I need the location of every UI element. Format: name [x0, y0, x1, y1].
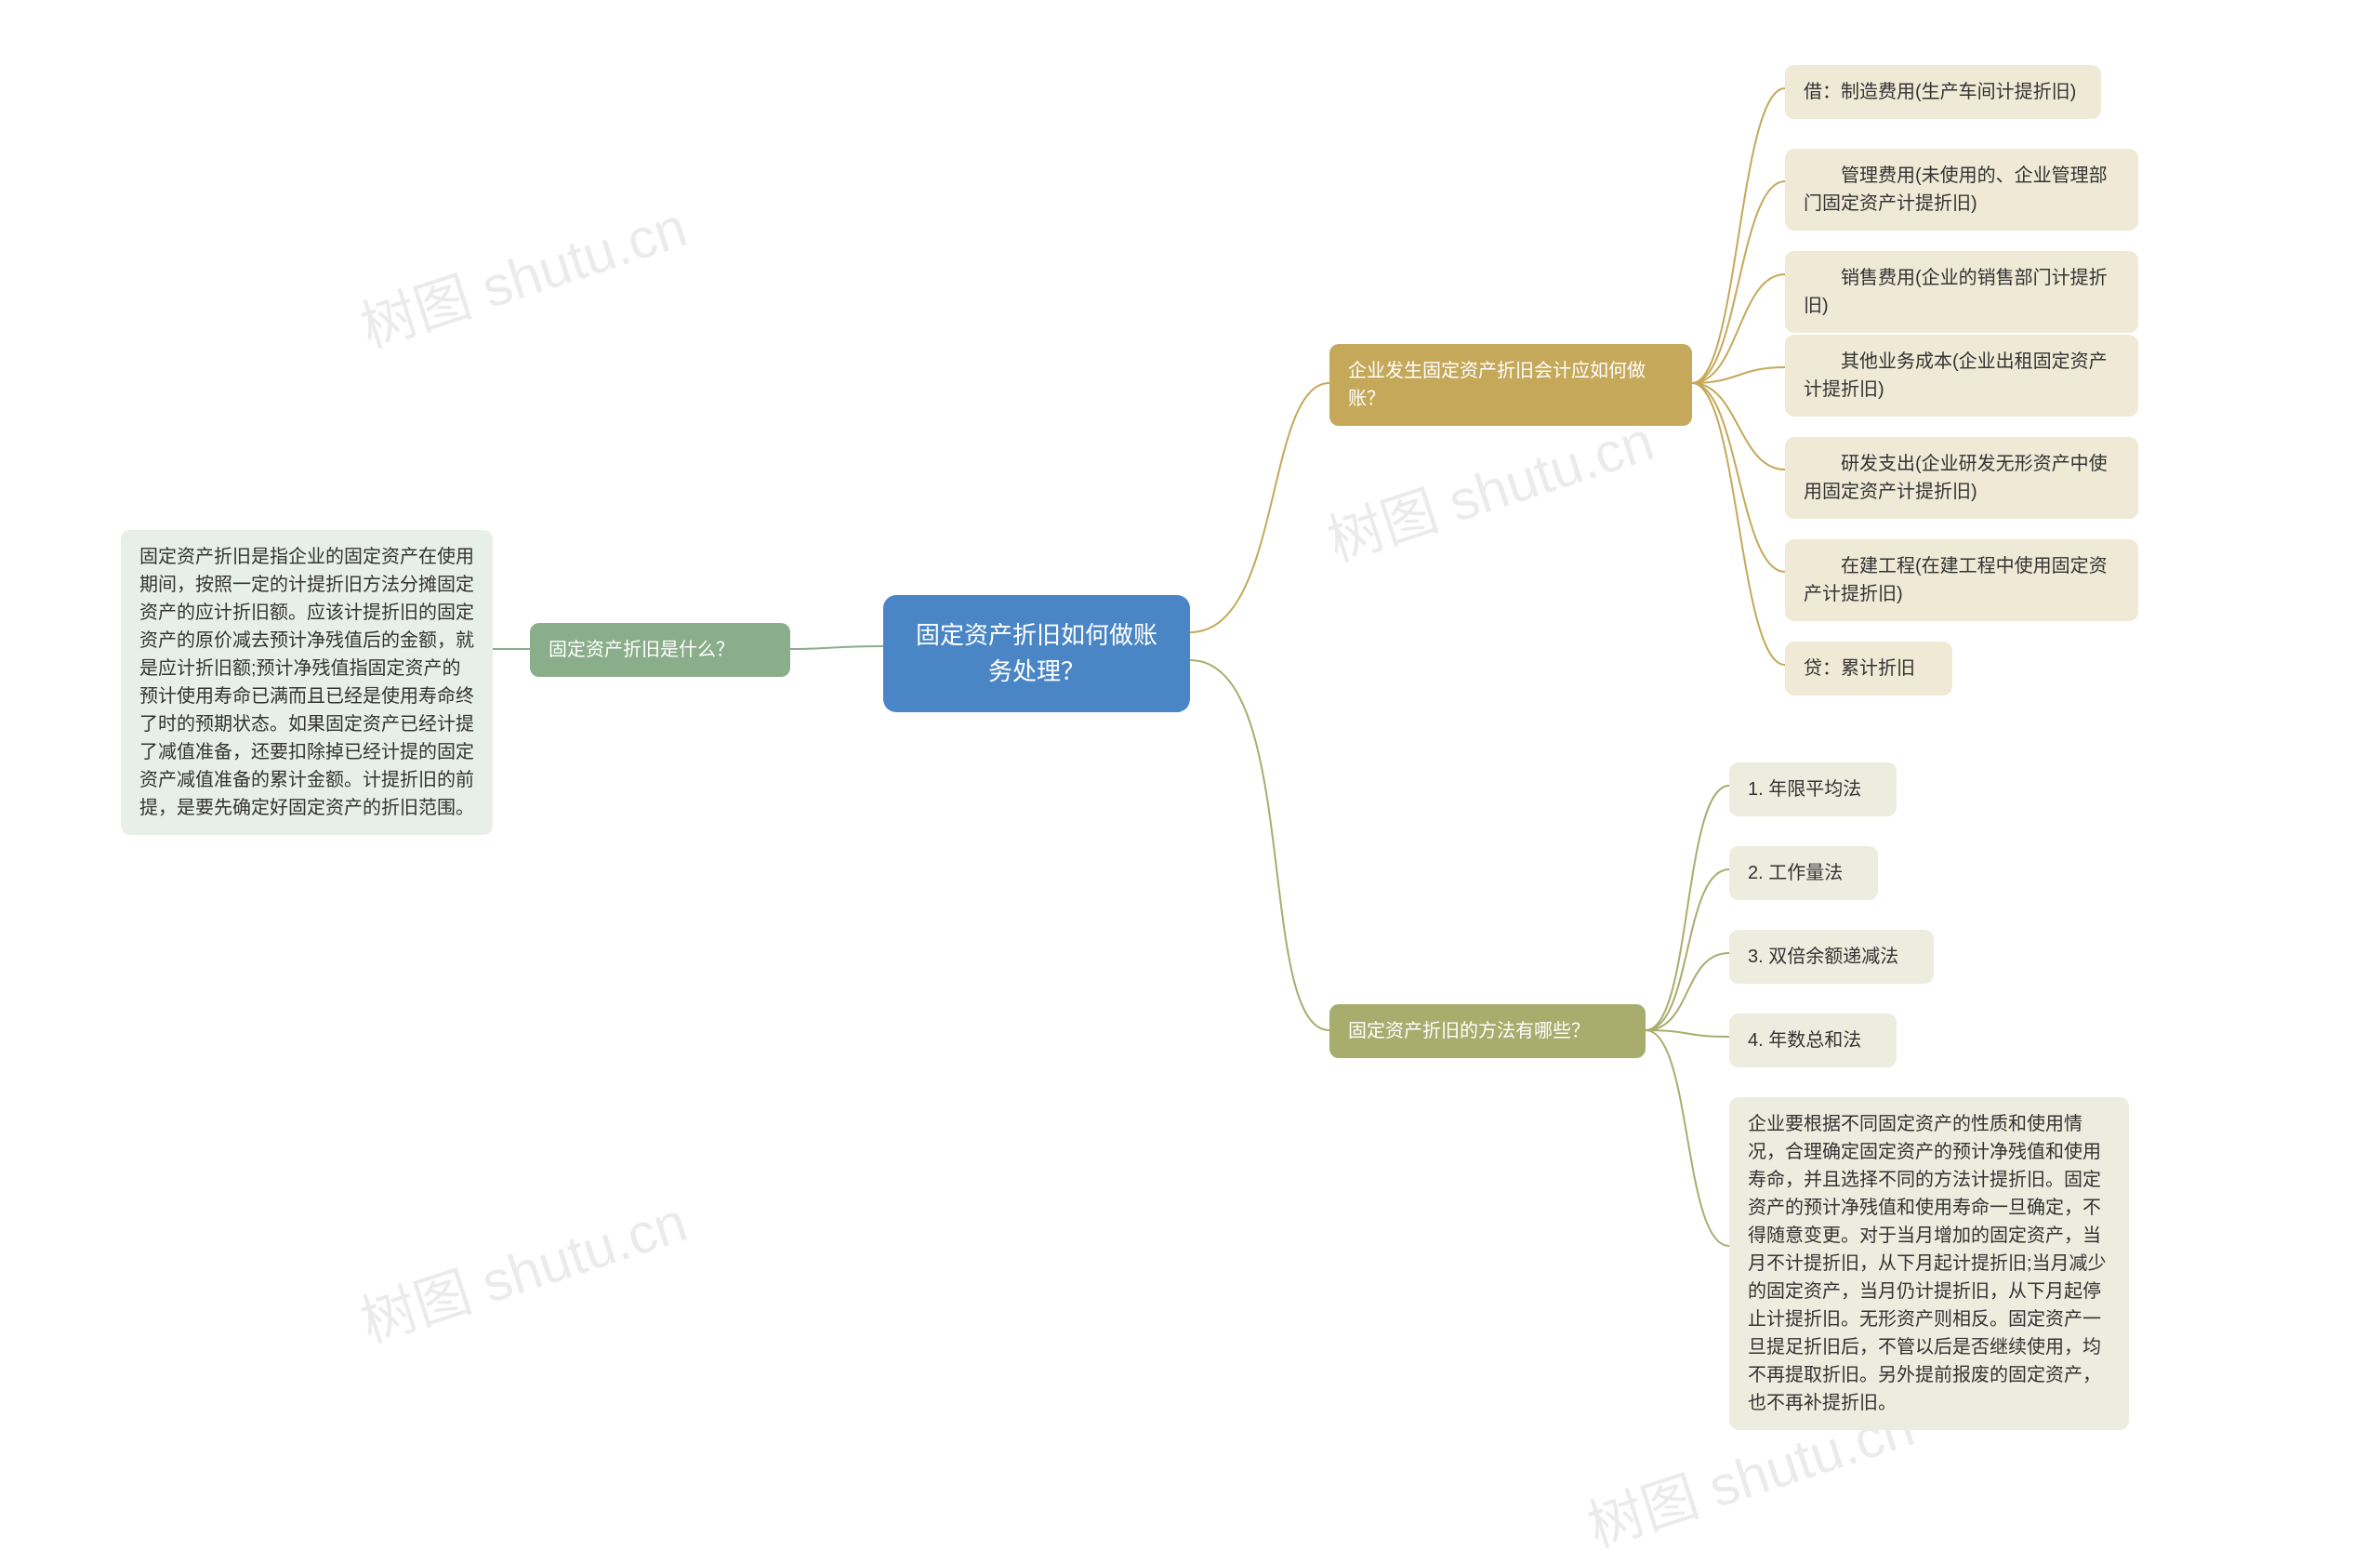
mindmap-canvas: 树图 shutu.cn 树图 shutu.cn 树图 shutu.cn 树图 s… [0, 0, 2380, 1454]
leaf-method-4: 4. 年数总和法 [1729, 1013, 1897, 1067]
leaf-method-note: 企业要根据不同固定资产的性质和使用情况，合理确定固定资产的预计净残值和使用寿命，… [1729, 1097, 2129, 1430]
leaf-method-2: 2. 工作量法 [1729, 846, 1878, 900]
leaf-sales-expense: 销售费用(企业的销售部门计提折旧) [1785, 251, 2138, 333]
leaf-rd-expense: 研发支出(企业研发无形资产中使用固定资产计提折旧) [1785, 437, 2138, 519]
root-node[interactable]: 固定资产折旧如何做账务处理？ [883, 595, 1190, 712]
leaf-method-3: 3. 双倍余额递减法 [1729, 930, 1934, 984]
leaf-definition: 固定资产折旧是指企业的固定资产在使用期间，按照一定的计提折旧方法分摊固定资产的应… [121, 530, 493, 835]
leaf-construction: 在建工程(在建工程中使用固定资产计提折旧) [1785, 539, 2138, 621]
leaf-credit-accum: 贷：累计折旧 [1785, 642, 1952, 695]
branch-methods[interactable]: 固定资产折旧的方法有哪些？ [1329, 1004, 1646, 1058]
watermark: 树图 shutu.cn [349, 1177, 695, 1358]
branch-accounting[interactable]: 企业发生固定资产折旧会计应如何做账？ [1329, 344, 1692, 426]
branch-what-is[interactable]: 固定资产折旧是什么？ [530, 623, 790, 677]
leaf-mgmt-expense: 管理费用(未使用的、企业管理部门固定资产计提折旧) [1785, 149, 2138, 231]
leaf-other-cost: 其他业务成本(企业出租固定资产计提折旧) [1785, 335, 2138, 417]
leaf-debit-mfg: 借：制造费用(生产车间计提折旧) [1785, 65, 2101, 119]
watermark: 树图 shutu.cn [349, 182, 695, 364]
leaf-method-1: 1. 年限平均法 [1729, 762, 1897, 816]
